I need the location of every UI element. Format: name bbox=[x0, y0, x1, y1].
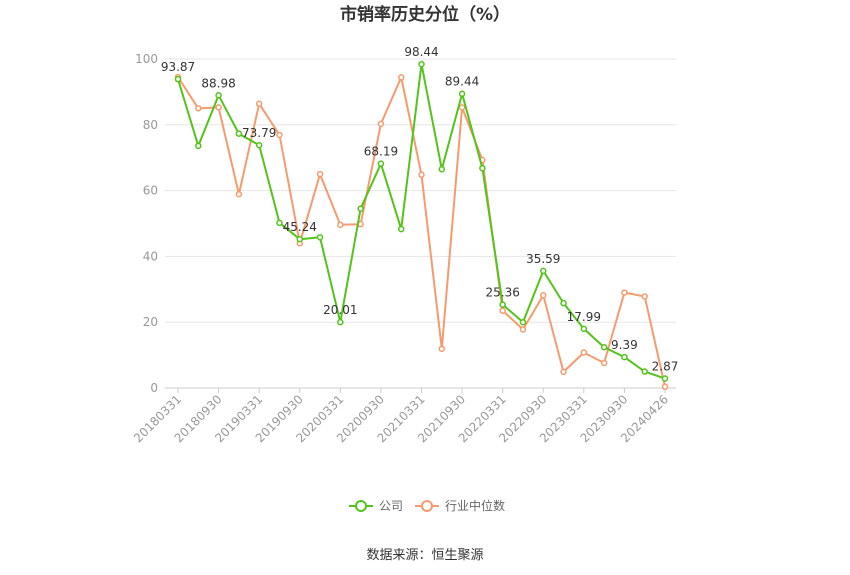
data-point bbox=[235, 190, 243, 198]
data-point bbox=[519, 318, 527, 326]
data-label: 98.44 bbox=[404, 45, 438, 59]
gridlines bbox=[165, 58, 676, 323]
data-point bbox=[276, 131, 283, 139]
data-point bbox=[458, 104, 466, 111]
data-point bbox=[174, 75, 182, 83]
y-tick-label: 20 bbox=[143, 315, 158, 329]
data-point bbox=[438, 345, 446, 353]
data-label: 68.19 bbox=[364, 145, 398, 159]
data-point bbox=[195, 142, 202, 150]
data-labels: 93.87 88.98 73.79 45.24 20.01 68.19 98.44 89.44… bbox=[161, 45, 679, 373]
y-axis: 0 20 40 60 80 100 bbox=[135, 52, 158, 395]
data-label: 17.99 bbox=[567, 310, 601, 324]
y-tick-label: 100 bbox=[135, 52, 158, 66]
data-point bbox=[337, 221, 344, 229]
data-label: 93.87 bbox=[161, 60, 195, 74]
data-point bbox=[641, 293, 648, 300]
data-point bbox=[479, 164, 486, 172]
data-point bbox=[661, 375, 669, 382]
data-point bbox=[540, 291, 547, 299]
data-point bbox=[418, 171, 425, 179]
data-point bbox=[316, 234, 324, 241]
data-point bbox=[580, 349, 588, 356]
data-point bbox=[540, 267, 547, 275]
data-point bbox=[519, 326, 527, 333]
data-label: 88.98 bbox=[201, 76, 235, 90]
data-point bbox=[438, 165, 446, 173]
data-point bbox=[215, 104, 222, 111]
data-point bbox=[337, 318, 344, 326]
y-tick-label: 60 bbox=[143, 184, 158, 198]
y-tick-label: 0 bbox=[150, 381, 158, 395]
data-point bbox=[621, 289, 628, 296]
data-point bbox=[418, 60, 425, 68]
data-label: 25.36 bbox=[485, 286, 519, 300]
data-label: 2.87 bbox=[652, 360, 679, 374]
data-point bbox=[499, 307, 506, 314]
legend-swatch-marker bbox=[355, 500, 367, 512]
data-point bbox=[600, 343, 608, 351]
data-point bbox=[316, 170, 324, 178]
data-label: 9.39 bbox=[611, 338, 638, 352]
data-point bbox=[458, 90, 466, 97]
data-point bbox=[641, 368, 648, 375]
series-line-0 bbox=[177, 63, 666, 380]
data-label: 20.01 bbox=[323, 303, 357, 317]
y-tick-label: 80 bbox=[143, 118, 158, 132]
series-line-1 bbox=[177, 76, 666, 387]
data-point bbox=[255, 100, 263, 107]
data-point bbox=[357, 205, 364, 212]
data-point bbox=[600, 359, 608, 367]
y-tick-label: 40 bbox=[143, 249, 158, 263]
data-label: 45.24 bbox=[283, 220, 317, 234]
data-point bbox=[621, 353, 628, 361]
data-point bbox=[276, 219, 283, 227]
data-point bbox=[235, 130, 243, 137]
data-point bbox=[255, 141, 263, 149]
legend-label: 行业中位数 bbox=[445, 498, 505, 513]
source-note: 数据来源：恒生聚源 bbox=[366, 548, 483, 563]
data-label: 35.59 bbox=[526, 252, 560, 266]
data-point bbox=[377, 120, 385, 128]
x-axis: 2018033120180930201903312019093020200331… bbox=[131, 387, 676, 445]
data-point bbox=[215, 92, 222, 99]
data-point bbox=[377, 160, 385, 167]
data-point bbox=[397, 225, 405, 233]
data-point bbox=[296, 235, 303, 243]
data-point bbox=[397, 74, 405, 81]
data-point bbox=[195, 105, 202, 112]
data-point bbox=[580, 325, 588, 333]
data-point bbox=[499, 301, 506, 308]
data-label: 73.79 bbox=[242, 126, 276, 140]
legend[interactable]: 公司 行业中位数 bbox=[349, 498, 505, 513]
data-point bbox=[661, 383, 669, 390]
data-point bbox=[560, 299, 567, 307]
data-point bbox=[560, 368, 567, 376]
series-group bbox=[174, 60, 669, 390]
legend-swatch-marker bbox=[421, 500, 433, 512]
chart-title: 市销率历史分位（%） bbox=[340, 4, 510, 25]
legend-label: 公司 bbox=[379, 499, 403, 513]
data-label: 89.44 bbox=[445, 75, 479, 89]
